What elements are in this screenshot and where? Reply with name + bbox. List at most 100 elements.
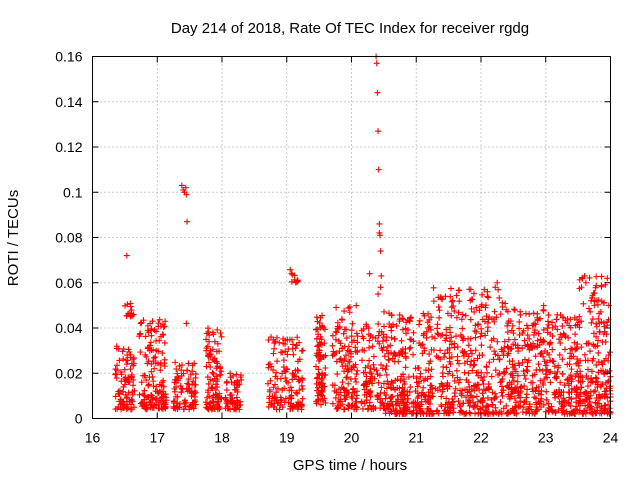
data-point xyxy=(388,323,395,330)
data-point xyxy=(575,362,582,369)
x-tick-label: 23 xyxy=(538,430,554,446)
data-point xyxy=(602,388,609,395)
data-point xyxy=(537,315,544,322)
data-point xyxy=(407,344,414,351)
data-point xyxy=(576,409,583,416)
data-point xyxy=(419,408,426,415)
data-point xyxy=(467,361,474,368)
data-point xyxy=(345,380,352,387)
data-point xyxy=(470,290,477,297)
data-point xyxy=(383,392,390,399)
data-point xyxy=(176,404,183,411)
data-point xyxy=(296,356,303,363)
data-point xyxy=(569,346,576,353)
data-point xyxy=(237,398,244,405)
data-point xyxy=(212,394,219,401)
data-point xyxy=(153,328,160,335)
data-point xyxy=(394,392,401,399)
data-point xyxy=(545,321,552,328)
y-tick-label: 0.12 xyxy=(55,139,82,155)
data-point xyxy=(313,335,320,342)
data-point xyxy=(588,297,595,304)
data-point xyxy=(383,347,390,354)
data-point xyxy=(529,372,536,379)
data-point xyxy=(314,343,321,350)
data-point xyxy=(514,372,521,379)
data-point xyxy=(537,351,544,358)
data-point xyxy=(123,361,130,368)
data-point xyxy=(143,377,150,384)
data-point xyxy=(178,182,185,189)
data-point xyxy=(347,376,354,383)
data-point xyxy=(589,294,596,301)
data-point xyxy=(400,371,407,378)
data-point xyxy=(343,388,350,395)
data-point xyxy=(581,272,588,279)
data-point xyxy=(475,321,482,328)
data-point xyxy=(162,403,169,410)
data-point xyxy=(590,388,597,395)
data-point xyxy=(280,357,287,364)
data-point xyxy=(499,299,506,306)
data-point xyxy=(318,401,325,408)
data-point xyxy=(522,375,529,382)
data-point xyxy=(401,406,408,413)
data-point xyxy=(294,390,301,397)
data-point xyxy=(580,300,587,307)
data-point xyxy=(516,325,523,332)
data-point xyxy=(403,319,410,326)
data-point xyxy=(341,368,348,375)
data-point xyxy=(593,297,600,304)
data-point xyxy=(430,347,437,354)
data-point xyxy=(130,311,137,318)
data-point xyxy=(518,383,525,390)
data-point xyxy=(444,379,451,386)
data-point xyxy=(592,399,599,406)
data-point xyxy=(212,386,219,393)
data-point xyxy=(334,319,341,326)
data-point xyxy=(560,330,567,337)
data-point xyxy=(178,362,185,369)
data-point xyxy=(487,344,494,351)
data-point xyxy=(549,407,556,414)
data-point xyxy=(211,406,218,413)
data-point xyxy=(585,366,592,373)
data-point xyxy=(565,334,572,341)
data-point xyxy=(547,379,554,386)
data-point xyxy=(160,324,167,331)
data-point xyxy=(526,335,533,342)
data-point xyxy=(432,385,439,392)
data-point xyxy=(544,374,551,381)
data-point xyxy=(346,309,353,316)
data-point xyxy=(203,330,210,337)
data-point xyxy=(508,386,515,393)
data-point xyxy=(553,316,560,323)
data-point xyxy=(362,369,369,376)
data-point xyxy=(449,399,456,406)
data-point xyxy=(382,410,389,417)
data-point xyxy=(523,409,530,416)
data-point xyxy=(557,331,564,338)
data-point xyxy=(206,350,213,357)
data-point xyxy=(148,368,155,375)
data-point xyxy=(504,409,511,416)
data-point xyxy=(523,322,530,329)
data-point xyxy=(179,386,186,393)
data-point xyxy=(416,340,423,347)
data-point xyxy=(488,396,495,403)
data-point xyxy=(446,349,453,356)
data-point xyxy=(571,339,578,346)
data-point xyxy=(273,389,280,396)
data-point xyxy=(572,331,579,338)
data-point xyxy=(540,338,547,345)
data-point xyxy=(542,362,549,369)
data-point xyxy=(509,322,516,329)
data-point xyxy=(505,318,512,325)
data-point xyxy=(350,363,357,370)
data-point xyxy=(204,352,211,359)
x-tick-label: 18 xyxy=(214,430,230,446)
data-point xyxy=(583,396,590,403)
data-point xyxy=(159,388,166,395)
data-point xyxy=(549,333,556,340)
data-point xyxy=(129,391,136,398)
